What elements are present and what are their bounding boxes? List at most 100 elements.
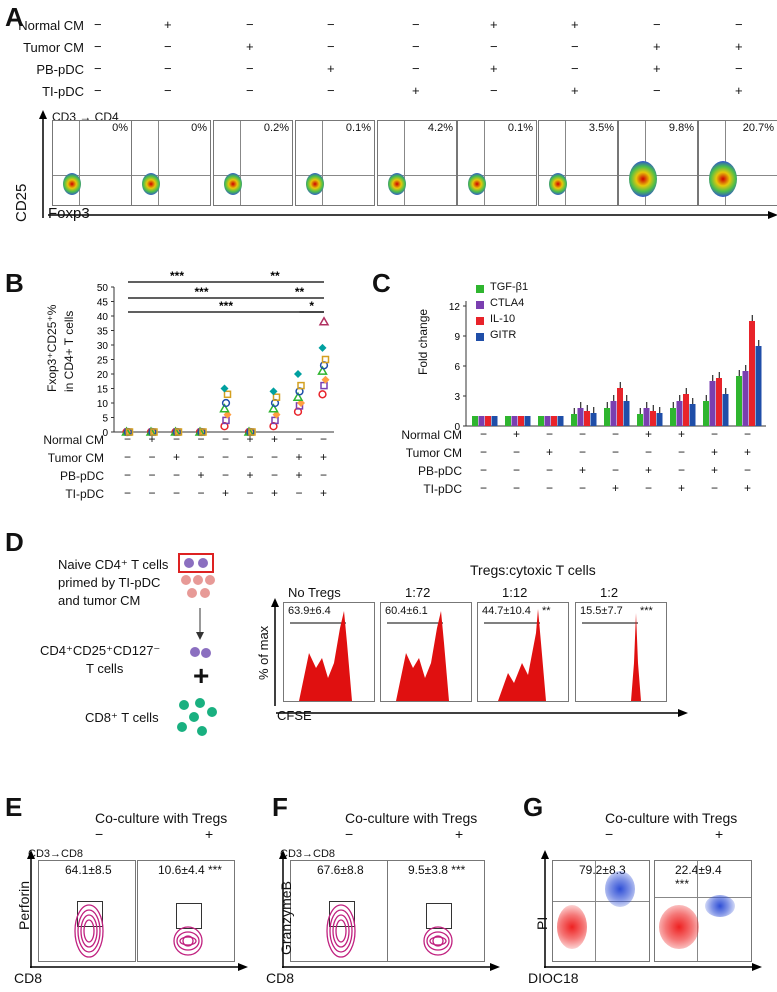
panel-b-condition-sign: −: [222, 450, 230, 464]
panel-c-condition-sign: −: [513, 445, 521, 459]
panel-a-condition-sign: +: [653, 39, 661, 54]
panel-b-data-point: [150, 428, 158, 436]
panel-c-bar: [505, 416, 511, 426]
contour-line: [432, 935, 444, 947]
panel-c-condition-sign: −: [480, 463, 488, 477]
panel-a-gate-line: [158, 121, 159, 205]
panel-d-histogram-value: 15.5±7.7: [580, 605, 623, 617]
panel-c-condition-sign: −: [513, 463, 521, 477]
panel-b-condition-sign: −: [124, 432, 132, 446]
panel-d-x-arrow: [276, 709, 688, 717]
panel-d-significance: ***: [640, 605, 653, 617]
panel-c-condition-sign: −: [579, 427, 587, 441]
x-axis-label: CD8: [14, 970, 43, 986]
panel-a-row-label: Normal CM: [18, 18, 84, 33]
panel-c-condition-sign: −: [645, 445, 653, 459]
panel-b-data-point: [272, 393, 281, 401]
panel-a-gate-line: [214, 175, 292, 176]
panel-a-condition-sign: −: [246, 61, 254, 76]
panel-c-condition-sign: −: [546, 481, 554, 495]
panel-d-treg-label: CD4⁺CD25⁺CD127⁻: [40, 643, 161, 658]
panel-a-condition-sign: −: [571, 61, 579, 76]
panel-c-condition-sign: +: [579, 463, 587, 477]
panel-c-row-label: PB-pDC: [417, 464, 462, 478]
panel-b-data-point: [221, 398, 231, 408]
panel-b-significance-label: ***: [194, 285, 208, 299]
panel-c-bar: [722, 394, 729, 426]
panel-b-condition-sign: +: [271, 432, 279, 446]
flow-plot-value: 9.5±3.8 ***: [408, 863, 466, 877]
panel-b-data-point: [320, 381, 328, 390]
contour-line: [329, 909, 353, 953]
panel-c-y-tick-label: 9: [454, 332, 460, 343]
panel-c-condition-sign: −: [480, 481, 488, 495]
panel-a-gate-line: [53, 175, 131, 176]
panel-a-cell-cluster: [63, 173, 81, 195]
pi-positive-cluster: [605, 871, 635, 907]
contour-line: [335, 919, 347, 943]
panel-c-legend-swatch: [476, 285, 484, 293]
panel-c-bar: [544, 416, 551, 426]
panel-c-bar: [590, 413, 597, 426]
panel-b-y-tick-label: 15: [97, 385, 109, 396]
panel-a-cell-cluster: [142, 173, 160, 195]
panel-b-condition-sign: −: [271, 450, 279, 464]
quadrant-line: [655, 897, 751, 898]
panel-c-y-tick-label: 0: [454, 422, 460, 433]
panel-b-condition-sign: +: [173, 450, 181, 464]
panel-a-gate-line: [458, 175, 536, 176]
x-axis-label: DIOC18: [528, 970, 579, 986]
panel-c-legend-label: TGF-β1: [490, 281, 529, 293]
panel-a-gate-line: [296, 175, 374, 176]
panel-c-bar: [571, 414, 577, 426]
panel-b-row-label: Normal CM: [43, 433, 104, 447]
y-axis-label: Perforin: [16, 880, 32, 930]
gating-label: CD3→CD8: [280, 848, 336, 860]
panel-c-bar: [736, 376, 742, 426]
panel-b-condition-sign: +: [222, 486, 230, 500]
panel-b-significance-label: ***: [219, 299, 233, 313]
panel-c-bar: [637, 414, 643, 426]
flow-gate: [176, 903, 202, 929]
panel-c-bar: [683, 394, 689, 426]
panel-c-condition-sign: +: [612, 481, 620, 495]
panel-c-bar: [472, 416, 478, 426]
panel-b-row-label: TI-pDC: [65, 487, 104, 501]
panel-a-cell-cluster: [549, 173, 567, 195]
contour-plot: [173, 926, 203, 956]
panel-c-ylabel: Fold change: [416, 308, 430, 375]
panel-c-condition-sign: −: [645, 481, 653, 495]
panel-a-gate-line: [404, 121, 405, 205]
panel-label-e: E: [5, 792, 23, 822]
panel-d-histogram-fill: [381, 611, 471, 701]
panel-c-bar: [755, 346, 762, 426]
panel-c-bar: [518, 416, 524, 426]
panel-a-condition-sign: −: [571, 39, 579, 54]
panel-c-condition-sign: +: [645, 427, 653, 441]
panel-d-histogram-heading: 1:2: [600, 585, 619, 600]
panel-c-condition-sign: +: [678, 481, 686, 495]
panel-a-condition-sign: +: [412, 83, 420, 98]
panel-d-histogram-value: 60.4±6.1: [385, 605, 428, 617]
panel-b-significance-label: *: [309, 299, 314, 313]
panel-b-condition-sign: −: [148, 450, 156, 464]
quadrant-line: [553, 901, 649, 902]
coculture-title: Co-culture with Tregs: [605, 810, 738, 826]
flow-plot-value: 22.4±9.4: [675, 863, 722, 877]
pi-negative-cluster: [659, 905, 699, 949]
panel-c-legend-label: CTLA4: [490, 297, 525, 309]
panel-a-gate-line: [322, 121, 323, 205]
panel-c-bar: [716, 378, 722, 426]
contour-line: [83, 919, 95, 943]
panel-c-condition-sign: −: [612, 427, 620, 441]
panel-b-y-tick-label: 5: [102, 414, 108, 425]
panel-a-condition-sign: −: [94, 39, 102, 54]
panel-c-bar: [604, 408, 610, 426]
x-axis-label: CD8: [266, 970, 295, 986]
panel-a-gate-line: [378, 175, 456, 176]
panel-a-condition-sign: −: [735, 61, 743, 76]
contour-line: [77, 909, 101, 953]
pi-positive-cluster: [705, 895, 735, 917]
panel-d-y-axis-label: % of max: [256, 625, 271, 680]
